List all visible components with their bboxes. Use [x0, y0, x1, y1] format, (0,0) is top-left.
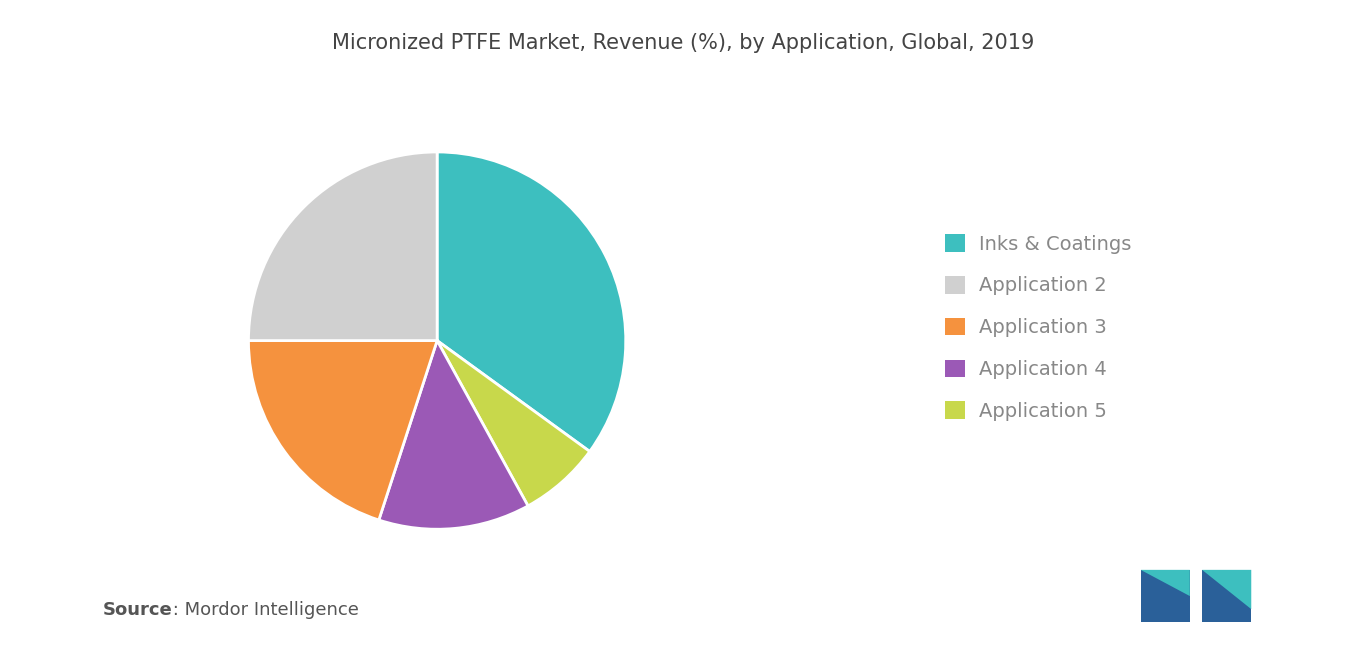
Polygon shape: [1202, 570, 1251, 609]
Wedge shape: [378, 341, 529, 529]
Polygon shape: [1202, 570, 1251, 622]
Polygon shape: [1141, 570, 1190, 622]
Text: : Mordor Intelligence: : Mordor Intelligence: [167, 601, 358, 619]
Wedge shape: [249, 341, 437, 520]
Text: Micronized PTFE Market, Revenue (%), by Application, Global, 2019: Micronized PTFE Market, Revenue (%), by …: [332, 33, 1034, 53]
Wedge shape: [249, 152, 437, 341]
Text: Source: Source: [102, 601, 172, 619]
Polygon shape: [1141, 570, 1190, 596]
Wedge shape: [437, 341, 590, 506]
Legend: Inks & Coatings, Application 2, Application 3, Application 4, Application 5: Inks & Coatings, Application 2, Applicat…: [945, 234, 1131, 421]
Wedge shape: [437, 152, 626, 451]
